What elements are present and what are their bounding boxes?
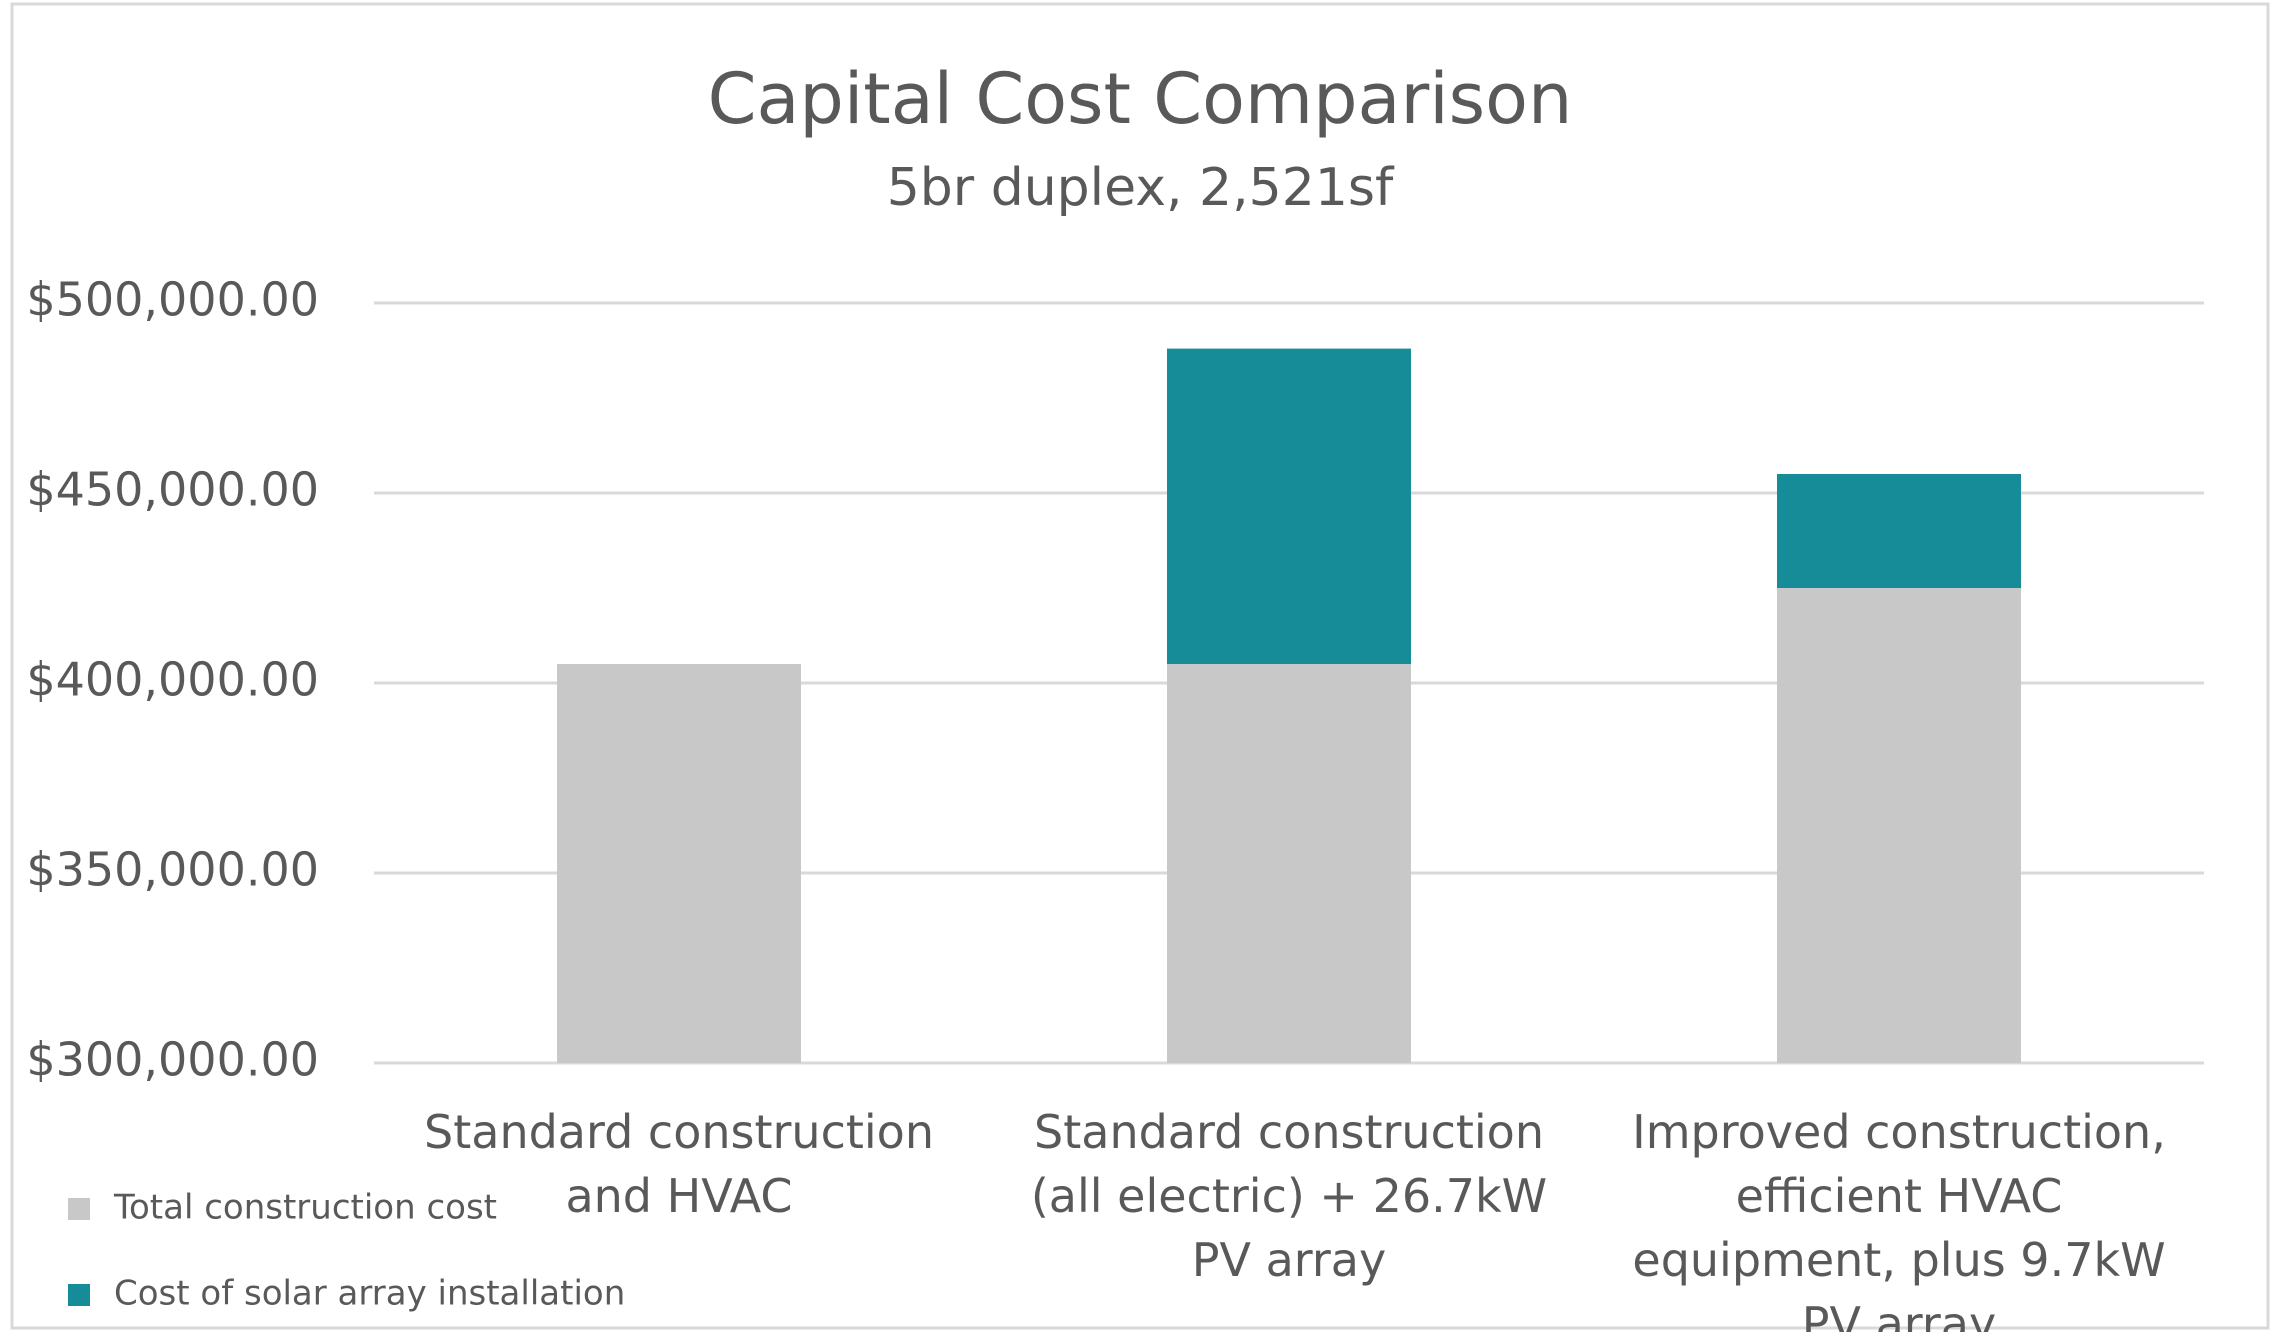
x-tick-label: Improved construction, efficient HVAC eq… bbox=[1632, 1105, 2166, 1332]
x-tick-label: Standard construction and HVAC bbox=[424, 1105, 934, 1223]
bar-segment bbox=[1777, 474, 2021, 588]
y-tick-label: $450,000.00 bbox=[26, 463, 319, 517]
bar-segment bbox=[1167, 664, 1411, 1063]
bar-segment bbox=[1167, 348, 1411, 664]
y-tick-label: $500,000.00 bbox=[26, 273, 319, 327]
bar-segment bbox=[1777, 588, 2021, 1063]
legend-swatch bbox=[68, 1198, 90, 1220]
bar-segment bbox=[557, 664, 801, 1063]
legend-swatch bbox=[68, 1284, 90, 1306]
y-tick-label: $300,000.00 bbox=[26, 1033, 319, 1087]
legend-label: Cost of solar array installation bbox=[114, 1274, 625, 1314]
chart-title: Capital Cost Comparison bbox=[708, 58, 1573, 140]
chart-subtitle: 5br duplex, 2,521sf bbox=[887, 158, 1395, 218]
y-tick-label: $350,000.00 bbox=[26, 843, 319, 897]
y-tick-label: $400,000.00 bbox=[26, 653, 319, 707]
legend-label: Total construction cost bbox=[113, 1188, 497, 1228]
x-tick-label: Standard construction (all electric) + 2… bbox=[1030, 1105, 1548, 1287]
